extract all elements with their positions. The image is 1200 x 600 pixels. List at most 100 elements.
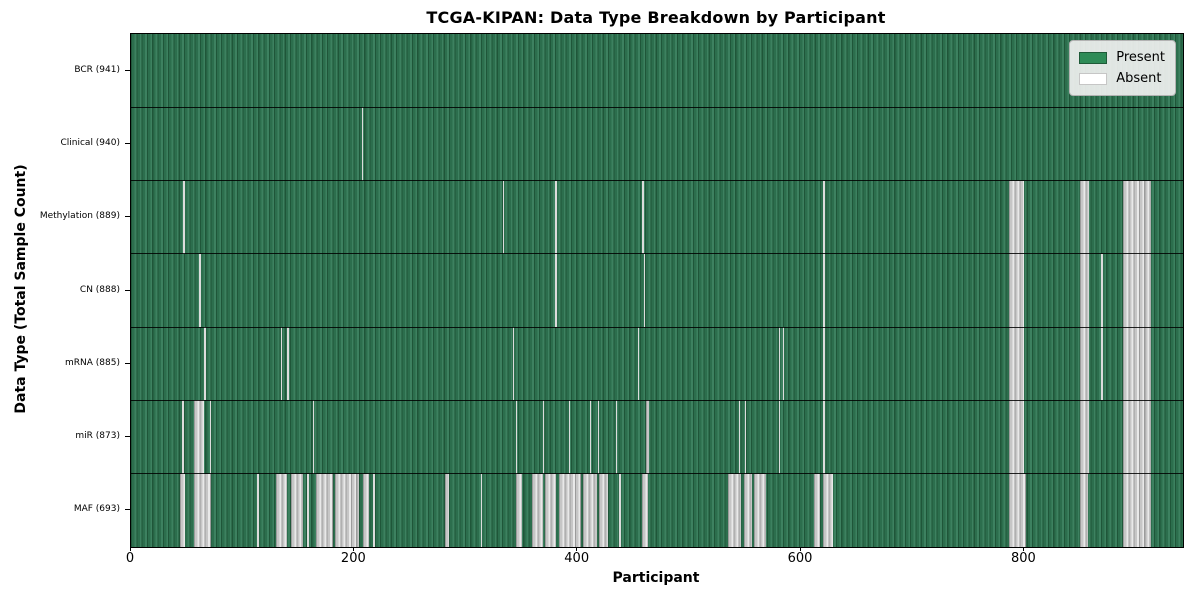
chart-title: TCGA-KIPAN: Data Type Breakdown by Parti…: [426, 8, 886, 27]
absent-block-mRNA: [1008, 327, 1025, 401]
absent-block-mRNA: [280, 327, 282, 401]
absent-block-MAF: [290, 473, 303, 547]
absent-block-Methylation: [642, 180, 644, 254]
absent-block-MAF: [598, 473, 608, 547]
absent-block-MAF: [545, 473, 557, 547]
legend-label-present: Present: [1116, 49, 1165, 65]
absent-block-CN: [1122, 253, 1151, 328]
legend-label-absent: Absent: [1116, 70, 1162, 86]
absent-block-CN: [823, 253, 825, 328]
row-separator: [131, 326, 1183, 328]
xtick-mark: [799, 547, 801, 551]
absent-block-MAF: [193, 473, 212, 547]
ytick-label-Methylation: Methylation (889): [39, 211, 120, 222]
absent-block-MAF: [307, 473, 309, 547]
absent-block-MAF: [754, 473, 767, 547]
absent-block-MAF: [823, 473, 834, 547]
ytick-mark: [125, 142, 130, 144]
absent-block-MAF: [276, 473, 288, 547]
absent-block-mRNA: [1122, 327, 1151, 401]
absent-block-miR: [1122, 400, 1151, 474]
absent-block-miR: [182, 400, 184, 474]
absent-block-miR: [738, 400, 740, 474]
ytick-mark: [125, 216, 130, 218]
absent-block-MAF: [744, 473, 752, 547]
xtick-mark: [352, 547, 354, 551]
absent-block-Methylation: [1080, 180, 1090, 254]
ytick-mark: [125, 69, 130, 71]
ytick-label-Clinical: Clinical (940): [60, 137, 120, 148]
absent-block-MAF: [373, 473, 375, 547]
legend-item-absent: Absent: [1079, 68, 1165, 89]
xtick-mark: [576, 547, 578, 551]
absent-block-mRNA: [512, 327, 515, 401]
absent-block-MAF: [335, 473, 359, 547]
absent-block-miR: [568, 400, 570, 474]
absent-block-CN: [1080, 253, 1090, 328]
absent-block-Clinical: [362, 107, 364, 181]
absent-block-miR: [313, 400, 315, 474]
xtick-label-0: 0: [125, 551, 135, 566]
absent-block-mRNA: [287, 327, 289, 401]
absent-block-MAF: [814, 473, 821, 547]
absent-block-miR: [1080, 400, 1090, 474]
absent-block-MAF: [480, 473, 482, 547]
ytick-label-BCR: BCR (941): [74, 64, 120, 75]
absent-block-miR: [745, 400, 747, 474]
absent-block-mRNA: [783, 327, 785, 401]
absent-block-mRNA: [778, 327, 780, 401]
ytick-label-miR: miR (873): [75, 431, 120, 442]
absent-block-MAF: [363, 473, 369, 547]
legend-swatch-absent-icon: [1079, 72, 1108, 85]
absent-block-MAF: [316, 473, 334, 547]
absent-block-miR: [645, 400, 650, 474]
absent-block-miR: [589, 400, 592, 474]
absent-block-MAF: [1122, 473, 1151, 547]
ytick-mark: [125, 362, 130, 364]
absent-block-CN: [555, 253, 557, 328]
ytick-mark: [125, 289, 130, 291]
absent-block-miR: [778, 400, 780, 474]
absent-block-MAF: [1080, 473, 1089, 547]
absent-block-CN: [1008, 253, 1025, 328]
row-separator: [131, 106, 1183, 108]
absent-block-MAF: [728, 473, 741, 547]
xtick-mark: [1022, 547, 1024, 551]
absent-block-mRNA: [823, 327, 825, 401]
absent-block-MAF: [444, 473, 450, 547]
absent-block-Methylation: [555, 180, 557, 254]
absent-block-mRNA: [1080, 327, 1090, 401]
ytick-mark: [125, 436, 130, 438]
xtick-label-800: 800: [1010, 551, 1036, 566]
absent-block-miR: [615, 400, 617, 474]
absent-block-Methylation: [502, 180, 505, 254]
absent-block-miR: [516, 400, 518, 474]
absent-block-miR: [597, 400, 599, 474]
ytick-mark: [125, 509, 130, 511]
absent-block-miR: [823, 400, 825, 474]
ytick-label-mRNA: mRNA (885): [65, 357, 120, 368]
absent-block-MAF: [558, 473, 582, 547]
absent-block-CN: [1101, 253, 1103, 328]
absent-block-MAF: [619, 473, 622, 547]
legend-swatch-present-icon: [1079, 51, 1108, 64]
absent-block-miR: [1008, 400, 1025, 474]
ytick-label-CN: CN (888): [79, 284, 120, 295]
row-separator: [131, 473, 1183, 475]
absent-block-MAF: [1008, 473, 1026, 547]
absent-block-Methylation: [183, 180, 185, 254]
absent-block-MAF: [642, 473, 649, 547]
absent-block-Methylation: [823, 180, 825, 254]
x-axis-title: Participant: [612, 570, 700, 586]
ytick-label-MAF: MAF (693): [73, 504, 120, 515]
absent-block-mRNA: [1101, 327, 1103, 401]
absent-block-MAF: [257, 473, 260, 547]
absent-block-miR: [210, 400, 212, 474]
absent-block-Methylation: [1122, 180, 1151, 254]
row-separator: [131, 253, 1183, 255]
absent-block-miR: [193, 400, 204, 474]
absent-block-Methylation: [1008, 180, 1025, 254]
absent-block-mRNA: [638, 327, 640, 401]
xtick-label-200: 200: [340, 551, 366, 566]
plot-area: Present Absent: [130, 33, 1184, 548]
